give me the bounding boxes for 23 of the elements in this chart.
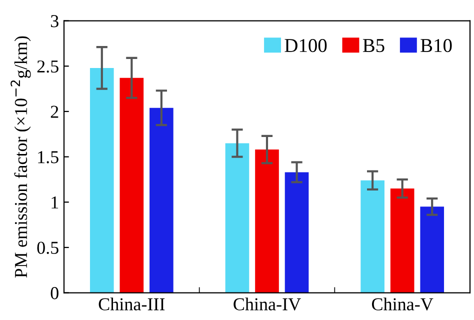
bar xyxy=(420,206,444,293)
bar xyxy=(360,180,384,293)
y-tick-label: 0.5 xyxy=(37,242,58,254)
y-axis-title: PM emission factor (×10$^{−2}$g/km) xyxy=(10,36,31,278)
x-tick-label: China-IV xyxy=(234,298,301,310)
bar xyxy=(284,172,309,293)
bar xyxy=(90,68,114,293)
legend-label: B10 xyxy=(420,38,452,52)
y-tick-label: 1.5 xyxy=(38,151,58,164)
bar xyxy=(225,143,250,293)
x-tick-label: China-III xyxy=(98,298,165,310)
x-tick-label: China-V xyxy=(372,298,434,310)
bar xyxy=(255,150,279,293)
legend-label: B5 xyxy=(362,39,384,52)
y-tick-label: 2.5 xyxy=(37,60,58,73)
bar xyxy=(150,108,174,293)
y-tick-label: 2 xyxy=(50,106,58,118)
bar xyxy=(390,188,414,293)
y-tick-label: 0 xyxy=(50,287,58,300)
bar xyxy=(120,78,144,293)
y-tick-label: 1 xyxy=(52,196,58,208)
legend-label: D100 xyxy=(284,38,327,52)
y-tick-label: 3 xyxy=(50,15,58,28)
